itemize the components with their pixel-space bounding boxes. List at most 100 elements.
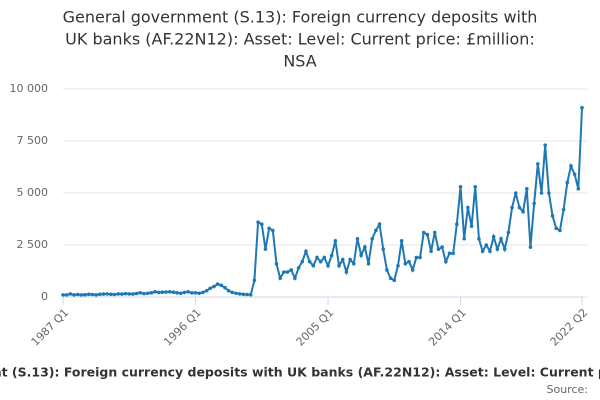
data-point bbox=[480, 249, 485, 254]
data-point bbox=[300, 259, 305, 264]
chart-title: UK banks (AF.22N12): Asset: Level: Curre… bbox=[65, 30, 535, 49]
data-point bbox=[370, 236, 374, 241]
data-point bbox=[488, 249, 492, 254]
data-point bbox=[123, 291, 128, 296]
data-point bbox=[451, 251, 455, 256]
data-point bbox=[377, 222, 382, 226]
data-point bbox=[418, 255, 422, 260]
data-point bbox=[274, 261, 279, 266]
data-point bbox=[363, 245, 367, 249]
data-point bbox=[399, 239, 404, 243]
data-point bbox=[447, 251, 452, 256]
data-point bbox=[289, 268, 294, 272]
data-point bbox=[186, 290, 190, 294]
data-point bbox=[237, 292, 242, 296]
data-point bbox=[282, 270, 286, 274]
data-point bbox=[580, 105, 584, 110]
data-point bbox=[517, 205, 522, 210]
data-point bbox=[101, 292, 106, 296]
data-point bbox=[558, 228, 562, 233]
data-point bbox=[359, 253, 363, 258]
data-point bbox=[543, 143, 547, 147]
data-point bbox=[226, 288, 231, 293]
data-point bbox=[142, 291, 146, 296]
data-point bbox=[444, 259, 448, 264]
data-point bbox=[201, 290, 205, 295]
x-tick-label: 2014 Q1 bbox=[426, 306, 469, 349]
x-tick-label: 1987 Q1 bbox=[29, 306, 72, 349]
data-point bbox=[75, 292, 80, 297]
data-point bbox=[178, 291, 183, 296]
y-tick-label: 10 000 bbox=[10, 82, 49, 95]
data-point bbox=[256, 220, 260, 224]
data-point bbox=[171, 290, 176, 295]
data-point bbox=[506, 230, 511, 235]
data-point bbox=[153, 290, 157, 294]
data-point bbox=[79, 293, 84, 297]
chart-title: NSA bbox=[283, 52, 316, 71]
data-point bbox=[536, 162, 540, 166]
data-point bbox=[458, 184, 463, 189]
data-point bbox=[547, 191, 551, 195]
data-point bbox=[160, 290, 165, 295]
series-line bbox=[63, 107, 583, 296]
data-point bbox=[145, 291, 150, 296]
data-point bbox=[366, 261, 371, 266]
data-point bbox=[554, 226, 559, 231]
data-point bbox=[550, 214, 555, 218]
y-tick-label: 2 500 bbox=[17, 238, 49, 251]
data-point bbox=[134, 291, 139, 296]
data-point bbox=[348, 257, 352, 262]
data-point bbox=[120, 292, 124, 296]
data-point bbox=[149, 291, 154, 295]
data-point bbox=[315, 255, 319, 260]
data-point bbox=[112, 292, 117, 297]
data-point bbox=[510, 205, 514, 210]
data-point bbox=[333, 239, 338, 243]
data-point bbox=[219, 283, 224, 288]
data-point bbox=[513, 191, 518, 195]
data-point bbox=[116, 292, 121, 296]
data-point bbox=[385, 268, 389, 272]
data-point bbox=[477, 236, 481, 241]
data-point bbox=[326, 264, 330, 268]
data-point bbox=[241, 292, 246, 297]
data-point bbox=[381, 247, 386, 251]
data-point bbox=[396, 264, 400, 268]
data-point bbox=[322, 255, 327, 260]
data-point bbox=[271, 228, 275, 233]
data-point bbox=[432, 230, 437, 235]
data-point bbox=[307, 259, 312, 264]
data-point bbox=[156, 290, 161, 295]
x-tick-label: 2022 Q2 bbox=[548, 306, 591, 349]
source: Source: bbox=[547, 383, 589, 396]
data-point bbox=[248, 292, 253, 297]
data-point bbox=[164, 290, 168, 294]
data-point bbox=[440, 245, 444, 249]
data-point bbox=[528, 245, 533, 249]
data-point bbox=[223, 285, 227, 290]
data-point bbox=[90, 292, 95, 297]
data-point bbox=[355, 236, 360, 241]
data-point bbox=[234, 291, 238, 296]
data-point bbox=[374, 228, 378, 233]
data-point bbox=[524, 187, 529, 191]
data-point bbox=[131, 292, 135, 296]
data-point bbox=[86, 292, 91, 297]
data-point bbox=[388, 276, 393, 281]
data-point bbox=[392, 278, 397, 283]
data-point bbox=[230, 290, 235, 295]
data-point bbox=[94, 293, 98, 297]
data-point bbox=[197, 291, 201, 296]
data-point bbox=[278, 276, 282, 281]
data-point bbox=[109, 292, 113, 297]
data-point bbox=[414, 255, 419, 260]
data-point bbox=[495, 247, 500, 251]
data-point bbox=[167, 290, 172, 294]
data-point bbox=[127, 292, 132, 296]
legend-entry: General government (S.13): Foreign curre… bbox=[0, 365, 600, 380]
data-point bbox=[572, 172, 577, 177]
data-point bbox=[502, 247, 507, 251]
y-tick-label: 7 500 bbox=[17, 134, 49, 147]
data-point bbox=[215, 282, 220, 286]
